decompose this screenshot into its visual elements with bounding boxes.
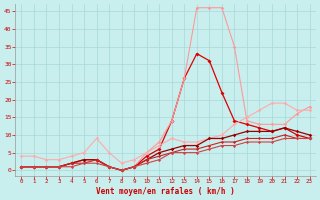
X-axis label: Vent moyen/en rafales ( km/h ): Vent moyen/en rafales ( km/h ) — [96, 187, 235, 196]
